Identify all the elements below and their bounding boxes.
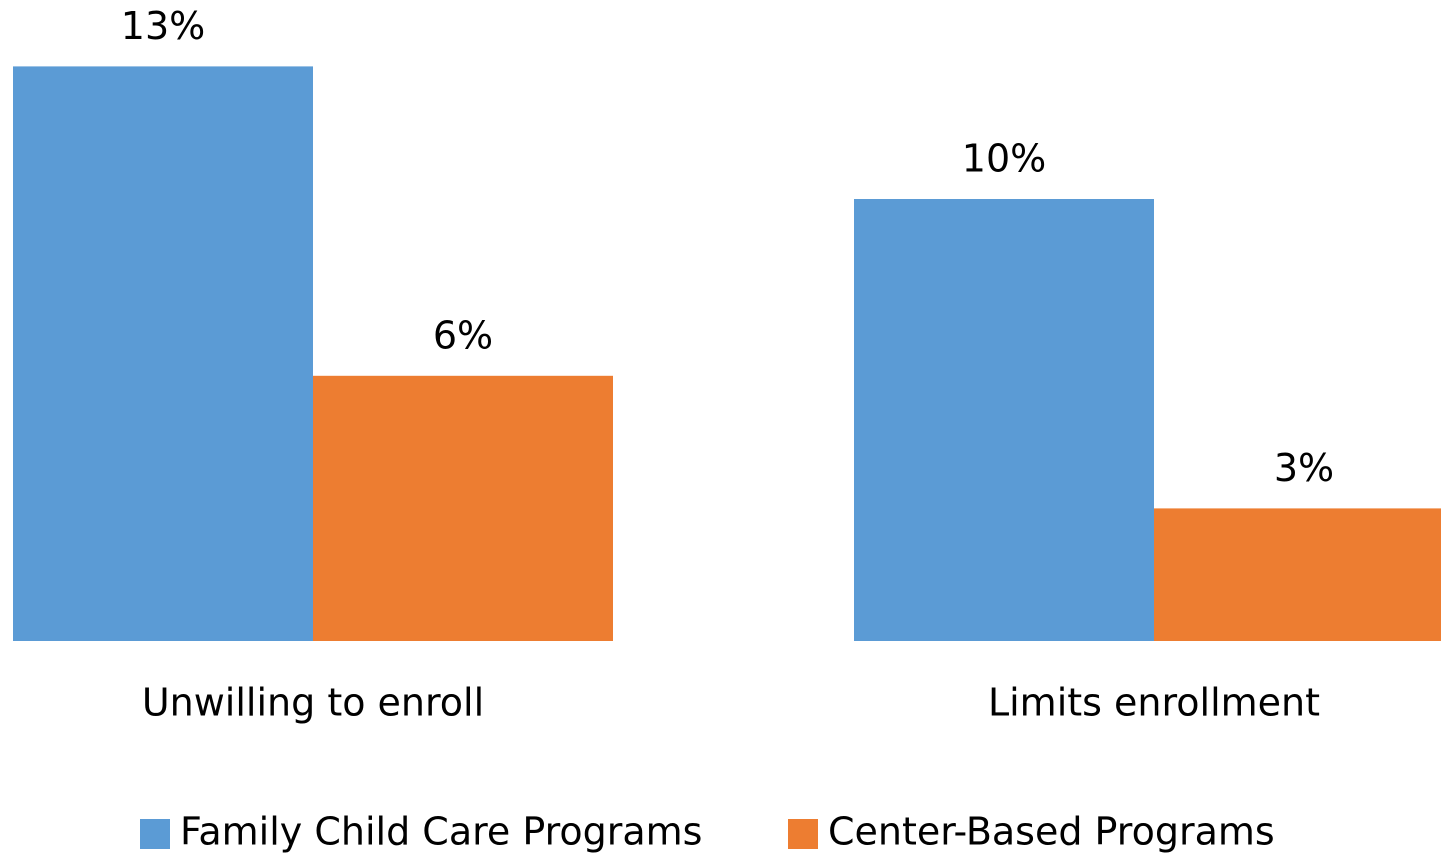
data-label: 6% xyxy=(433,313,493,357)
legend-swatch xyxy=(140,819,170,849)
bar xyxy=(1154,508,1441,641)
bar xyxy=(854,199,1154,641)
x-tick-label: Limits enrollment xyxy=(988,681,1320,725)
data-label: 10% xyxy=(962,137,1046,181)
x-tick-label: Unwilling to enroll xyxy=(142,681,484,725)
data-label: 13% xyxy=(121,4,205,48)
bar xyxy=(13,66,313,641)
bar xyxy=(313,375,613,641)
legend-label: Center-Based Programs xyxy=(828,810,1275,854)
legend-swatch xyxy=(788,819,818,849)
legend-label: Family Child Care Programs xyxy=(180,810,702,854)
data-label: 3% xyxy=(1274,446,1334,490)
